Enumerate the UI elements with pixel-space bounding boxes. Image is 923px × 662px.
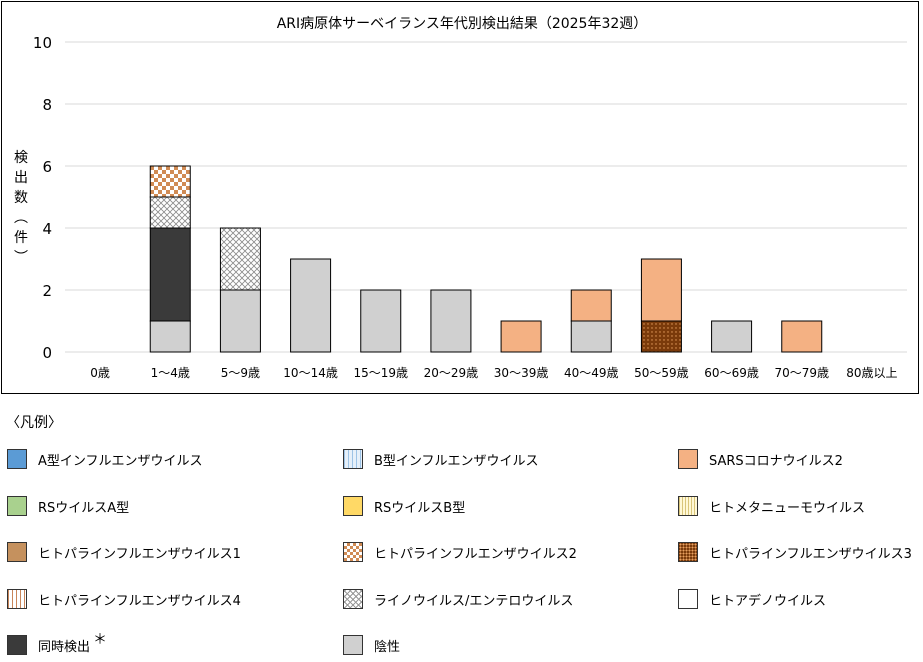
legend-swatch bbox=[7, 496, 27, 516]
bar-segment bbox=[149, 320, 191, 353]
legend-item: B型インフルエンザウイルス bbox=[343, 449, 539, 469]
legend-item: RSウイルスA型 bbox=[7, 496, 129, 516]
legend-label: A型インフルエンザウイルス bbox=[38, 453, 203, 469]
legend-swatch bbox=[678, 589, 698, 609]
legend-item: ヒトパラインフルエンザウイルス1 bbox=[7, 542, 241, 562]
legend-swatch bbox=[678, 542, 698, 562]
x-tick-label: 30～39歳 bbox=[494, 366, 549, 380]
legend-swatch bbox=[7, 635, 27, 655]
bar-segment bbox=[711, 320, 753, 353]
bar-segment bbox=[640, 258, 682, 322]
chart-title: ARI病原体サーベイランス年代別検出結果（2025年32週） bbox=[277, 16, 648, 32]
bar-segment bbox=[149, 165, 191, 198]
legend-item: ライノウイルス/エンテロウイルス bbox=[343, 589, 573, 609]
legend-label: B型インフルエンザウイルス bbox=[374, 453, 539, 469]
legend-label: ヒトメタニューモウイルス bbox=[709, 500, 866, 516]
legend-heading: 〈凡例〉 bbox=[6, 415, 62, 431]
legend-swatch bbox=[343, 449, 363, 469]
y-tick-label: 6 bbox=[42, 158, 52, 176]
x-tick-label: 80歳以上 bbox=[846, 366, 897, 380]
legend-item: 陰性 bbox=[343, 635, 400, 655]
x-tick-label: 5～9歳 bbox=[221, 366, 260, 380]
x-tick-label: 1～4歳 bbox=[151, 366, 190, 380]
y-tick-label: 4 bbox=[42, 220, 52, 238]
bar-segment bbox=[149, 196, 191, 229]
y-tick-label: 8 bbox=[42, 96, 52, 114]
legend-item: ヒトパラインフルエンザウイルス4 bbox=[7, 589, 241, 609]
legend-item: SARSコロナウイルス2 bbox=[678, 449, 843, 469]
x-tick-label: 0歳 bbox=[90, 366, 110, 380]
legend-item: ヒトパラインフルエンザウイルス3 bbox=[678, 542, 912, 562]
chart-frame: 0 2 4 6 8 10 0歳 1～4歳 5～9歳 10～14歳 15～19歳 20～29歳 30～39… bbox=[1, 1, 919, 394]
bar-segment bbox=[219, 289, 261, 353]
legend-swatch bbox=[678, 449, 698, 469]
bar-segment bbox=[640, 320, 682, 353]
legend-swatch bbox=[343, 542, 363, 562]
legend-item: ヒトパラインフルエンザウイルス2 bbox=[343, 542, 577, 562]
x-tick-label: 60～69歳 bbox=[704, 366, 759, 380]
legend-label: ライノウイルス/エンテロウイルス bbox=[374, 593, 574, 609]
legend-swatch bbox=[343, 635, 363, 655]
legend-label: ヒトパラインフルエンザウイルス2 bbox=[374, 546, 577, 562]
bar-segment bbox=[360, 289, 402, 353]
bar-segment bbox=[781, 320, 823, 353]
bar-segment bbox=[570, 289, 612, 322]
bar-segment bbox=[430, 289, 472, 353]
y-tick-label: 0 bbox=[42, 344, 52, 362]
chart-svg: 0 2 4 6 8 10 0歳 1～4歳 5～9歳 10～14歳 15～19歳 20～29歳 30～39… bbox=[14, 16, 907, 380]
bars-layer bbox=[149, 165, 823, 353]
legend-swatch bbox=[678, 496, 698, 516]
legend-swatch bbox=[7, 589, 27, 609]
legend-item: RSウイルスB型 bbox=[343, 496, 465, 516]
legend-item: A型インフルエンザウイルス bbox=[7, 449, 203, 469]
legend-swatch bbox=[343, 589, 363, 609]
legend-label: ヒトパラインフルエンザウイルス4 bbox=[38, 593, 241, 609]
legend-swatch bbox=[7, 449, 27, 469]
x-tick-label: 70～79歳 bbox=[774, 366, 829, 380]
y-tick-label: 10 bbox=[33, 34, 52, 52]
legend-label: 陰性 bbox=[374, 639, 401, 655]
bar-segment bbox=[149, 227, 191, 322]
bar-segment bbox=[500, 320, 542, 353]
legend-swatch bbox=[7, 542, 27, 562]
legend-label: ヒトパラインフルエンザウイルス1 bbox=[38, 546, 241, 562]
legend-label: RSウイルスA型 bbox=[38, 500, 130, 516]
grid-layer bbox=[65, 41, 907, 353]
bar-segment bbox=[219, 227, 261, 291]
labels-layer: 0 2 4 6 8 10 0歳 1～4歳 5～9歳 10～14歳 15～19歳 20～29歳 30～39… bbox=[33, 34, 898, 380]
x-tick-label: 20～29歳 bbox=[424, 366, 479, 380]
legend-label: RSウイルスB型 bbox=[374, 500, 466, 516]
bar-segment bbox=[290, 258, 332, 353]
y-tick-label: 2 bbox=[42, 282, 52, 300]
legend-label: 同時検出 bbox=[38, 639, 91, 655]
legend-item: 同時検出＊ bbox=[7, 632, 107, 655]
legend-item: ヒトアデノウイルス bbox=[678, 589, 826, 609]
legend-swatch bbox=[343, 496, 363, 516]
x-tick-label: 15～19歳 bbox=[353, 366, 408, 380]
x-tick-label: 10～14歳 bbox=[283, 366, 338, 380]
legend-label: ヒトパラインフルエンザウイルス3 bbox=[709, 546, 912, 562]
legend-item: ヒトメタニューモウイルス bbox=[678, 496, 865, 516]
legend-label: ヒトアデノウイルス bbox=[709, 593, 827, 609]
y-axis-label: 検出数︵件︶ bbox=[14, 150, 28, 266]
x-tick-label: 50～59歳 bbox=[634, 366, 689, 380]
legend-label: SARSコロナウイルス2 bbox=[709, 453, 843, 469]
legend-asterisk: ＊ bbox=[93, 632, 108, 648]
bar-segment bbox=[570, 320, 612, 353]
x-tick-label: 40～49歳 bbox=[564, 366, 619, 380]
